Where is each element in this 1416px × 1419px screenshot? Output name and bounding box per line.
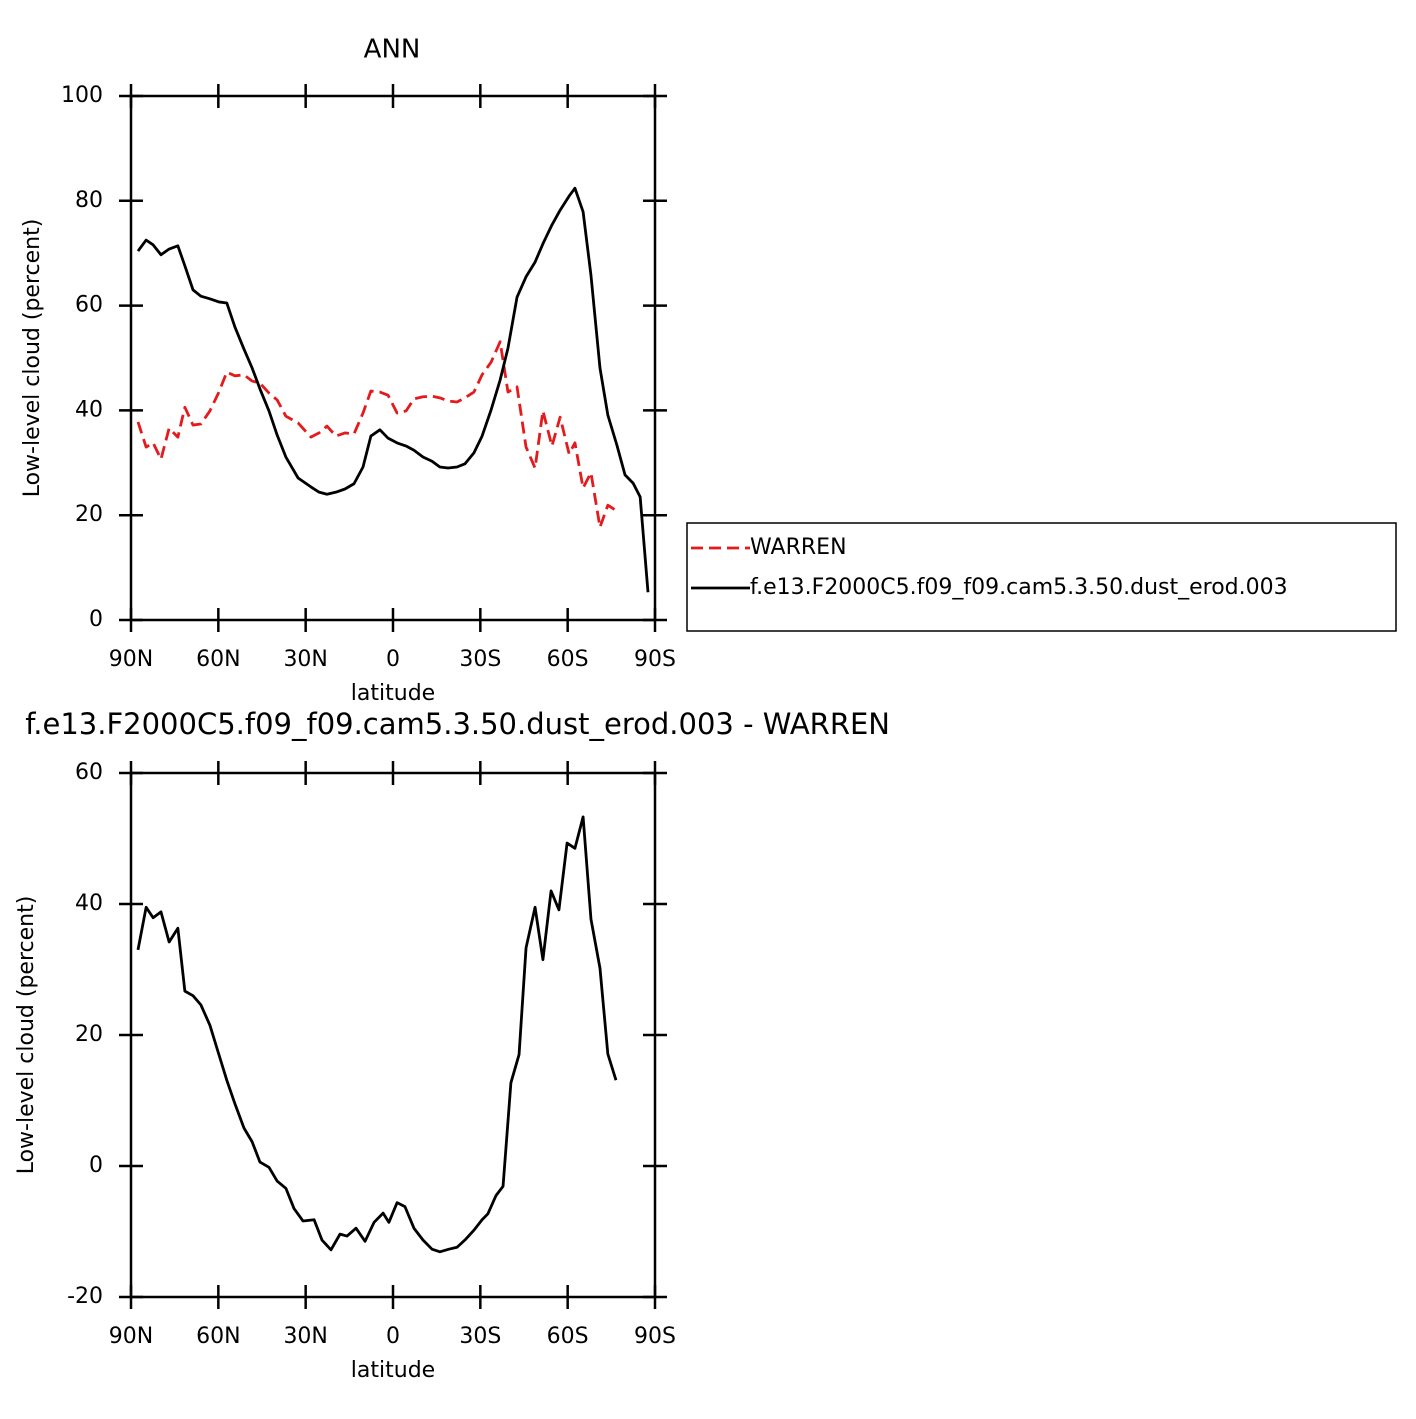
x-tick-label: 90N (109, 1324, 153, 1349)
y-tick-label: 20 (75, 1022, 103, 1047)
data-line (136, 340, 618, 529)
data-line (136, 186, 650, 593)
y-tick-label: 0 (89, 607, 103, 632)
x-tick-label: 90S (634, 647, 676, 672)
chart-title: f.e13.F2000C5.f09_f09.cam5.3.50.dust_ero… (25, 707, 890, 741)
legend-label: f.e13.F2000C5.f09_f09.cam5.3.50.dust_ero… (750, 575, 1288, 600)
x-tick-label: 30S (459, 647, 501, 672)
y-tick-label: 40 (75, 397, 103, 422)
data-line (136, 815, 618, 1254)
chart-title: ANN (364, 35, 421, 65)
x-tick-label: 0 (386, 647, 400, 672)
y-tick-label: 40 (75, 891, 103, 916)
x-tick-label: 60N (196, 1324, 240, 1349)
x-tick-label: 30N (283, 647, 327, 672)
legend-box (686, 522, 1397, 632)
plot-frame (129, 94, 657, 622)
x-tick-label: 30N (283, 1324, 327, 1349)
x-axis-label: latitude (351, 1358, 435, 1383)
y-tick-label: 80 (75, 188, 103, 213)
x-tick-label: 60S (547, 1324, 589, 1349)
y-tick-label: 0 (89, 1153, 103, 1178)
y-tick-label: -20 (67, 1284, 103, 1309)
legend-label: WARREN (750, 535, 847, 560)
y-tick-label: 60 (75, 760, 103, 785)
y-tick-label: 20 (75, 502, 103, 527)
x-tick-label: 90N (109, 647, 153, 672)
y-tick-label: 100 (61, 83, 103, 108)
y-tick-label: 60 (75, 293, 103, 318)
x-tick-label: 30S (459, 1324, 501, 1349)
x-tick-label: 60N (196, 647, 240, 672)
plot-frame (129, 771, 657, 1299)
x-tick-label: 90S (634, 1324, 676, 1349)
y-axis-label: Low-level cloud (percent) (20, 219, 45, 498)
x-tick-label: 0 (386, 1324, 400, 1349)
x-tick-label: 60S (547, 647, 589, 672)
x-axis-label: latitude (351, 681, 435, 706)
y-axis-label: Low-level cloud (percent) (14, 896, 39, 1175)
